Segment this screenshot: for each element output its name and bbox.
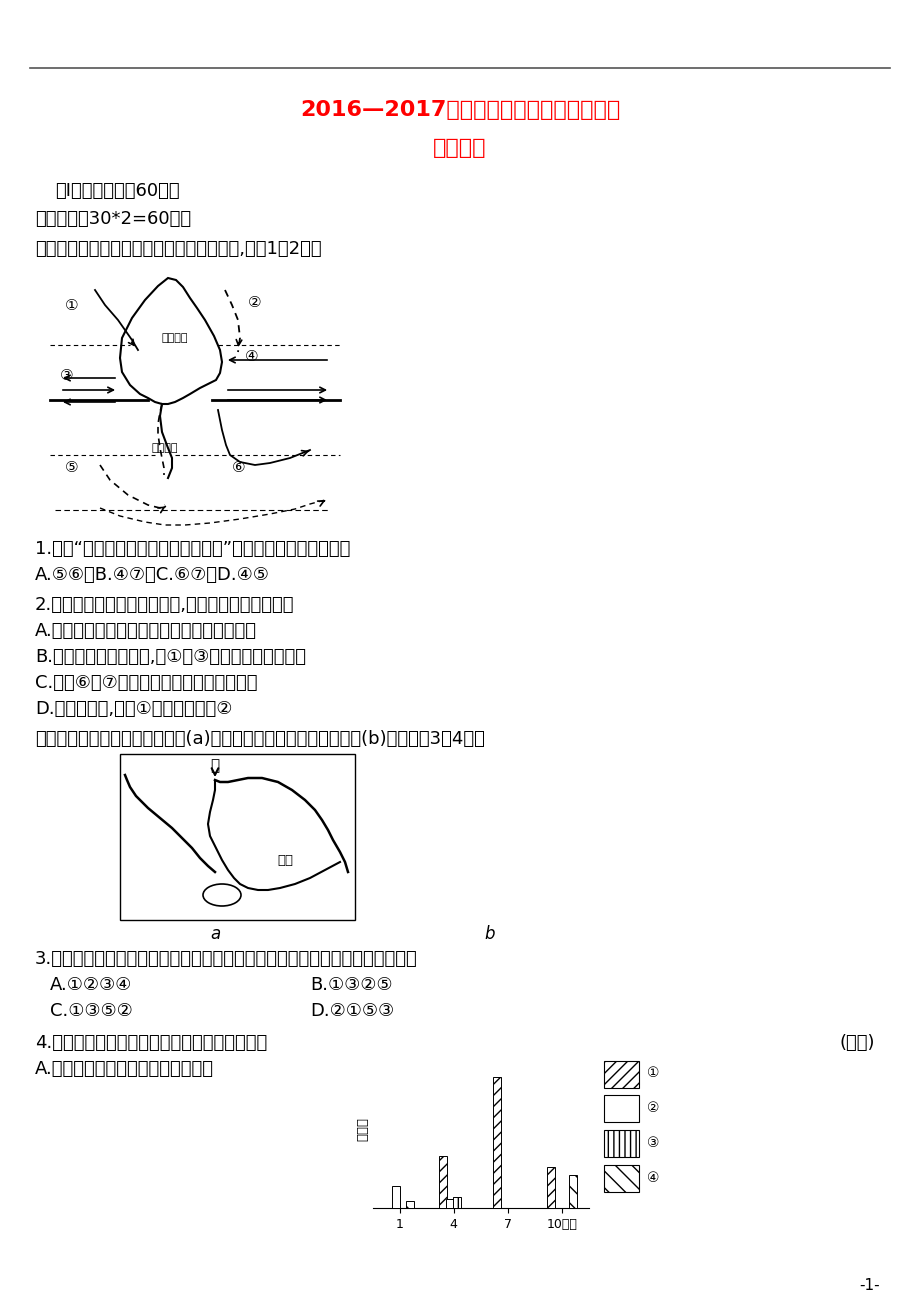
Bar (453, 1197, 460, 1208)
Bar (493, 1078, 501, 1208)
Text: ①: ① (646, 1066, 659, 1081)
Bar (604, 1095, 639, 1122)
Text: 3.河流补给水源按雨水、季节性积雪融水、地下水、湖泊水排序正确的是（　）: 3.河流补给水源按雨水、季节性积雪融水、地下水、湖泊水排序正确的是（ ） (35, 950, 417, 967)
Text: ④: ④ (244, 349, 258, 365)
Text: ①: ① (65, 298, 78, 312)
Text: ⑥: ⑥ (232, 460, 245, 475)
Text: 北回归线: 北回归线 (162, 333, 188, 342)
Text: ⑤: ⑤ (65, 460, 78, 475)
Y-axis label: 径流量: 径流量 (357, 1117, 369, 1141)
Text: C.①③⑤②: C.①③⑤② (50, 1003, 132, 1019)
Text: 第Ⅰ卷：客观题（60分）: 第Ⅰ卷：客观题（60分） (55, 182, 179, 201)
Bar (604, 1061, 639, 1087)
Text: ④: ④ (646, 1170, 659, 1185)
Bar (604, 1130, 639, 1157)
Text: 2.有关洋流对地理环境的影响,正确的说法是（　　）: 2.有关洋流对地理环境的影响,正确的说法是（ ） (35, 596, 294, 615)
Text: C.洋流⑥、⑦对沿岐都具有降温减湿的作用: C.洋流⑥、⑦对沿岐都具有降温减湿的作用 (35, 674, 257, 691)
Text: 地理试题: 地理试题 (433, 138, 486, 158)
Text: 湖泊: 湖泊 (214, 888, 230, 901)
Text: ②: ② (646, 1101, 659, 1116)
Text: A.图中湖泊能够起到削减洪峰的作用: A.图中湖泊能够起到削减洪峰的作用 (35, 1060, 214, 1078)
Text: 南回归线: 南回归线 (152, 443, 178, 453)
Text: 甲: 甲 (210, 758, 220, 773)
Text: ③: ③ (646, 1137, 659, 1150)
Text: B.①③②⑤: B.①③②⑤ (310, 976, 392, 993)
Polygon shape (119, 279, 221, 404)
Bar (546, 1167, 554, 1208)
Text: A.①②③④: A.①②③④ (50, 976, 132, 993)
Text: 4.关于甲水流量径流特点的叙述，下列正确的是: 4.关于甲水流量径流特点的叙述，下列正确的是 (35, 1034, 267, 1052)
Text: B.在寒暖流交汇的海区,如①、③交汇区形成重要渔场: B.在寒暖流交汇的海区,如①、③交汇区形成重要渔场 (35, 648, 306, 667)
Text: ③: ③ (60, 368, 74, 383)
Text: 源头: 源头 (277, 854, 292, 867)
Bar (604, 1165, 639, 1193)
Bar (119, 754, 355, 921)
Text: 2016—2017学年度上学期高三第二次月考: 2016—2017学年度上学期高三第二次月考 (300, 100, 619, 120)
Text: 单项选择（30*2=60分）: 单项选择（30*2=60分） (35, 210, 191, 228)
Bar (406, 1200, 414, 1208)
Text: 读我国东北地区某河流局部地区(a)和该河流甲河段径流构成及变化(b)图，完成3～4题。: 读我国东北地区某河流局部地区(a)和该河流甲河段径流构成及变化(b)图，完成3～… (35, 730, 484, 749)
Bar (391, 1186, 400, 1208)
Text: 1.反映“副热带环流且顺时针方向流动”分布规律的洋流是（　）: 1.反映“副热带环流且顺时针方向流动”分布规律的洋流是（ ） (35, 540, 350, 559)
Bar (438, 1156, 447, 1208)
Text: b: b (484, 924, 494, 943)
Text: a: a (210, 924, 220, 943)
Text: D.同纬度地区,冬季①沿岐气温低于②: D.同纬度地区,冬季①沿岐气温低于② (35, 700, 233, 717)
Bar (568, 1174, 576, 1208)
Bar (446, 1199, 454, 1208)
Text: ②: ② (248, 296, 261, 310)
Text: 如图为理想大陆周围洋流分布模式图。读图,回答1～2题：: 如图为理想大陆周围洋流分布模式图。读图,回答1～2题： (35, 240, 322, 258)
Text: -1-: -1- (858, 1279, 879, 1293)
Ellipse shape (203, 884, 241, 906)
Text: (　　): ( ) (839, 1034, 875, 1052)
Text: A.在高低纬度海区之间进行热量的传递与交换: A.在高低纬度海区之间进行热量的传递与交换 (35, 622, 256, 641)
Text: D.②①⑤③: D.②①⑤③ (310, 1003, 393, 1019)
Text: A.⑤⑥　B.④⑦　C.⑥⑦　D.④⑤: A.⑤⑥ B.④⑦ C.⑥⑦ D.④⑤ (35, 566, 269, 585)
